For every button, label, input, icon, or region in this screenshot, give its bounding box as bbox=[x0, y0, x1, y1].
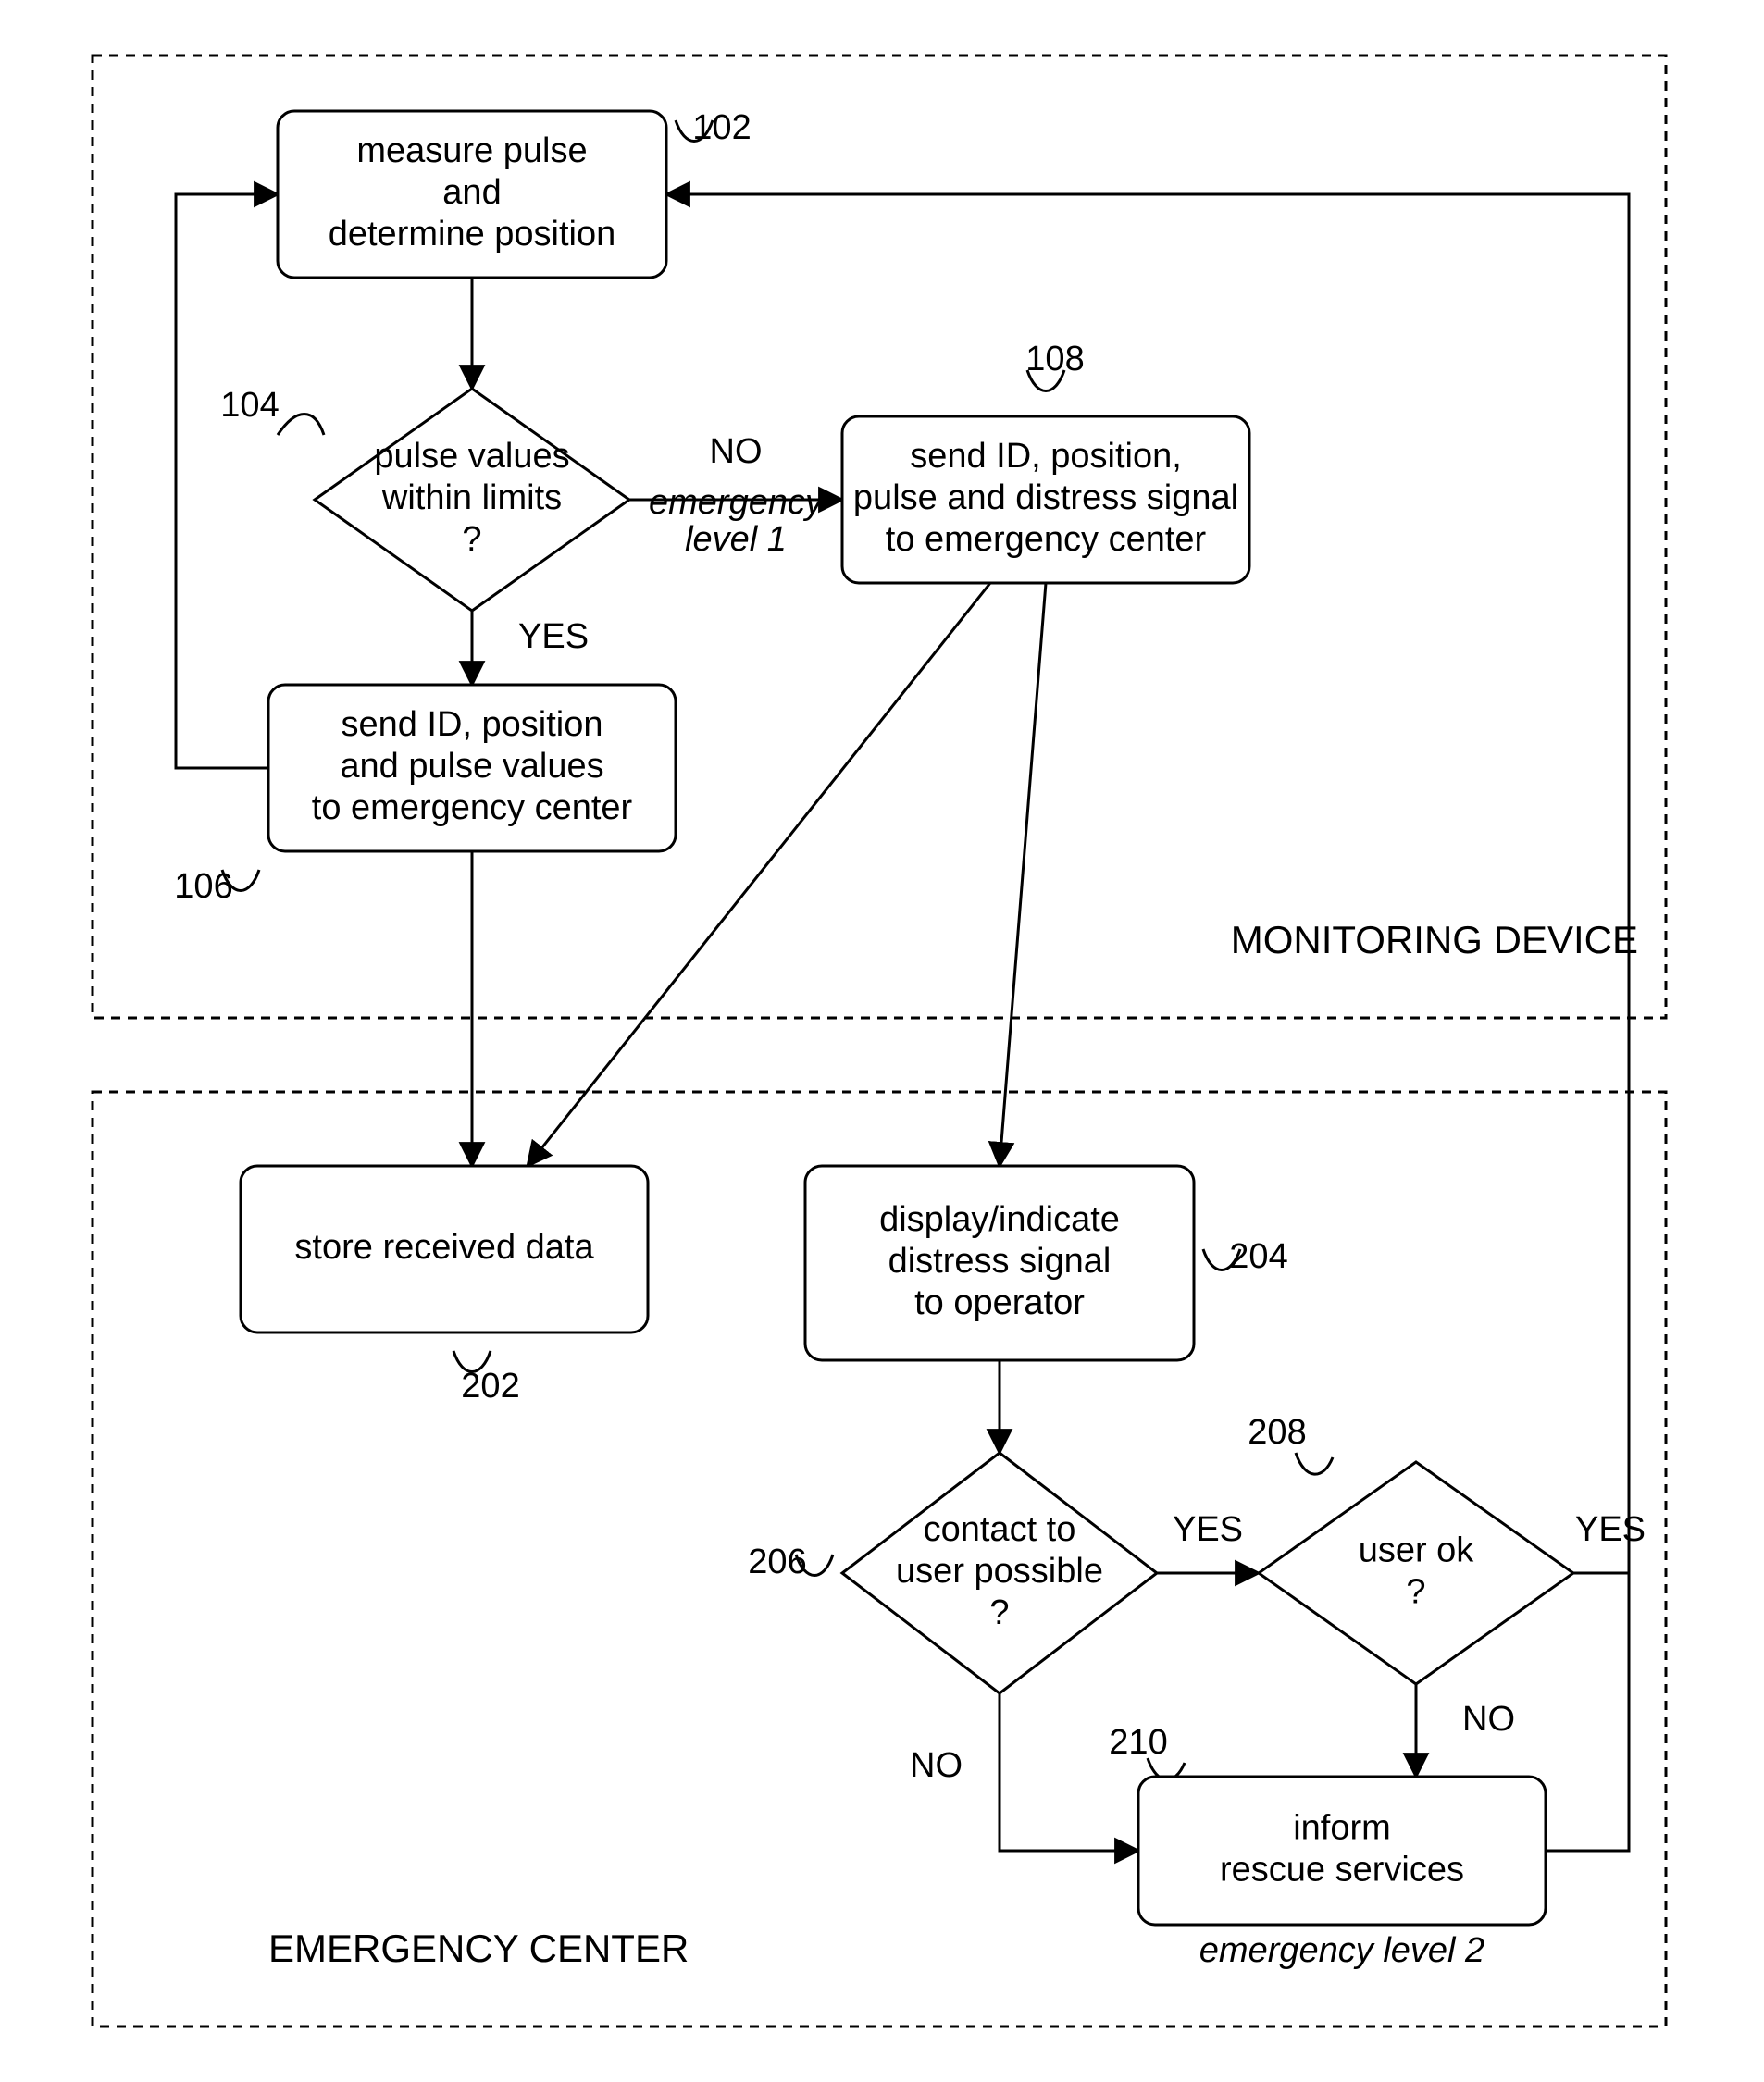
edge-label-e206-210: NO bbox=[910, 1746, 963, 1785]
note-emergency-level-2: emergency level 2 bbox=[1199, 1931, 1484, 1970]
node-text-n106: send ID, position bbox=[341, 705, 602, 744]
node-text-n104: within limits bbox=[381, 478, 562, 517]
ref-n208: 208 bbox=[1248, 1413, 1306, 1452]
ref-n104: 104 bbox=[220, 386, 279, 425]
node-text-n208: user ok bbox=[1359, 1531, 1475, 1570]
ref-n210: 210 bbox=[1109, 1723, 1167, 1762]
node-text-n210: inform bbox=[1293, 1809, 1391, 1848]
edge-e108-204 bbox=[1000, 583, 1046, 1166]
region-title-emergency_center: EMERGENCY CENTER bbox=[268, 1927, 689, 1970]
node-text-n204: to operator bbox=[914, 1283, 1085, 1322]
flowchart-canvas: MONITORING DEVICE EMERGENCY CENTER YES NO em… bbox=[0, 0, 1764, 2082]
node-text-n108: to emergency center bbox=[886, 520, 1207, 559]
node-text-n102: and bbox=[442, 173, 501, 212]
node-text-n106: to emergency center bbox=[312, 788, 633, 827]
edge-e210-loop bbox=[1546, 1573, 1629, 1851]
node-text-n102: measure pulse bbox=[356, 131, 587, 170]
ref-n106: 106 bbox=[174, 867, 232, 906]
edge-hook-104 bbox=[278, 415, 324, 436]
ref-n206: 206 bbox=[748, 1543, 806, 1581]
node-text-n108: send ID, position, bbox=[910, 437, 1182, 476]
edge-label-e104-108: level 1 bbox=[685, 520, 787, 559]
node-text-n108: pulse and distress signal bbox=[853, 478, 1238, 517]
node-text-n202: store received data bbox=[294, 1228, 594, 1267]
ref-n108: 108 bbox=[1025, 340, 1084, 378]
edge-label-e104-106: YES bbox=[518, 617, 589, 656]
edge-e106-102-loop bbox=[176, 194, 278, 768]
node-text-n104: pulse values bbox=[374, 437, 569, 476]
edge-e206-210 bbox=[1000, 1693, 1138, 1851]
node-text-n206: contact to bbox=[924, 1510, 1076, 1549]
ref-n202: 202 bbox=[461, 1367, 519, 1406]
edge-label-e206-208: YES bbox=[1173, 1510, 1243, 1549]
node-text-n208: ? bbox=[1406, 1572, 1425, 1611]
node-text-n104: ? bbox=[462, 520, 481, 559]
region-title-monitoring_device: MONITORING DEVICE bbox=[1231, 918, 1638, 961]
edge-label-e104-108: NO bbox=[710, 432, 763, 471]
edge-hook-208 bbox=[1296, 1453, 1333, 1474]
node-text-n210: rescue services bbox=[1220, 1850, 1464, 1889]
node-text-n204: distress signal bbox=[888, 1242, 1112, 1281]
edge-label-e104-108: emergency bbox=[649, 483, 825, 522]
edge-label-e208-102: YES bbox=[1575, 1510, 1646, 1549]
edge-label-e208-210: NO bbox=[1462, 1700, 1515, 1739]
ref-n204: 204 bbox=[1229, 1237, 1287, 1276]
node-text-n206: ? bbox=[989, 1593, 1009, 1632]
node-text-n106: and pulse values bbox=[340, 747, 603, 786]
edge-e208-102 bbox=[666, 194, 1629, 1573]
ref-n102: 102 bbox=[692, 108, 751, 147]
node-text-n204: display/indicate bbox=[879, 1200, 1120, 1239]
edge-e108-202 bbox=[528, 583, 990, 1166]
node-text-n102: determine position bbox=[329, 215, 616, 254]
node-text-n206: user possible bbox=[896, 1552, 1103, 1591]
